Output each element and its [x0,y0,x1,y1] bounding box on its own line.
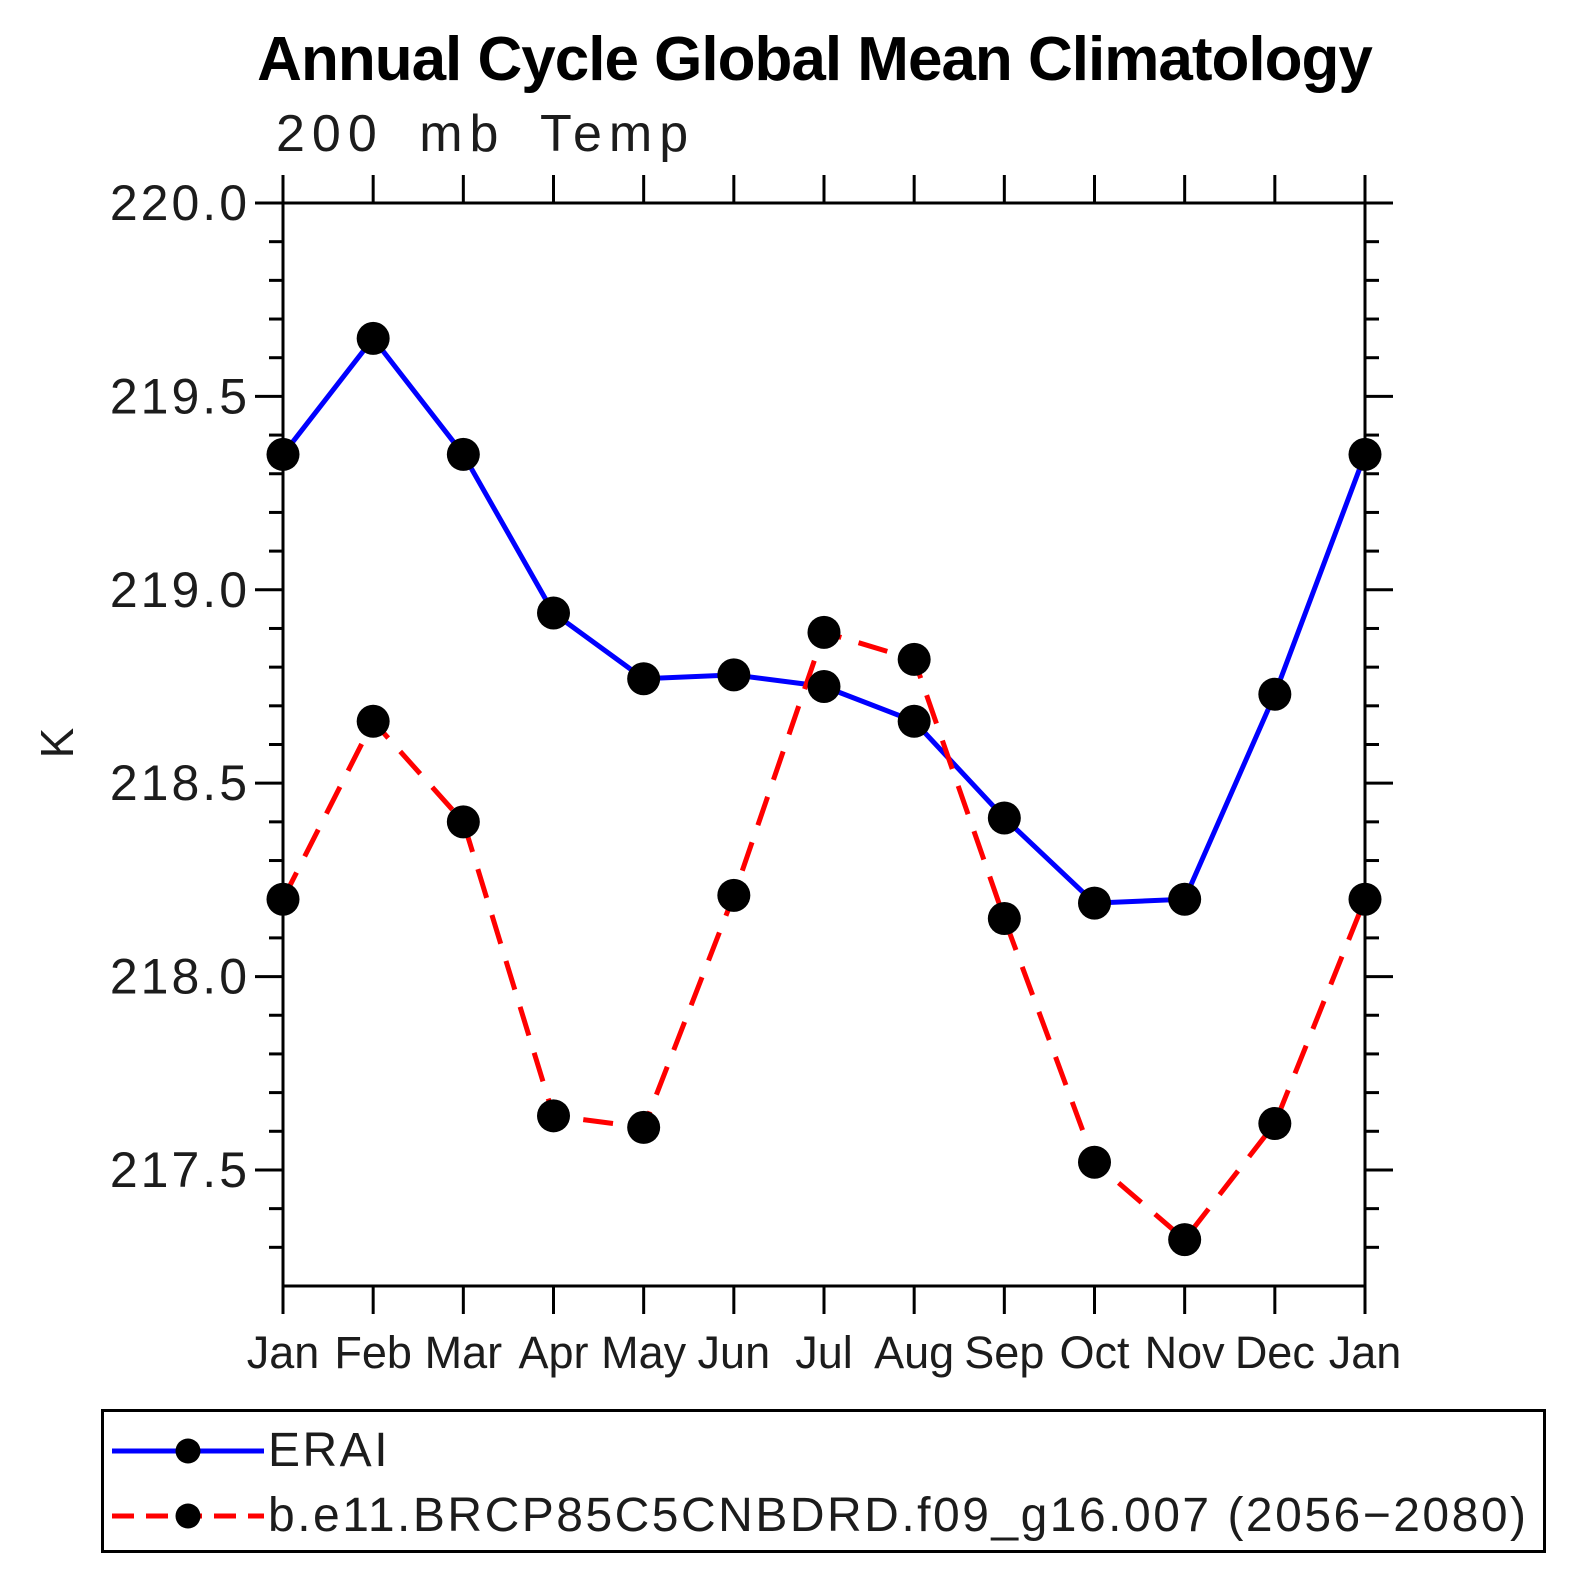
x-tick-label: Apr [518,1327,588,1378]
erai-legend-swatch [112,1438,264,1464]
model-data-point-marker [1348,882,1382,916]
erai-data-point-marker [1168,882,1202,916]
erai-data-point-marker [987,801,1021,835]
x-tick-label: Jun [698,1327,771,1378]
y-tick-label: 220.0 [110,175,250,231]
y-tick-label: 217.5 [110,1142,250,1198]
chart-subtitle: 200 mb Temp [276,105,696,163]
legend-label-erai: ERAI [268,1424,391,1477]
model-legend-marker-icon [175,1503,201,1529]
erai-data-point-marker [537,596,570,630]
model-data-point-marker [897,642,931,676]
model-data-point-marker [1168,1223,1202,1257]
x-tick-label: Nov [1145,1327,1226,1378]
erai-data-point-marker [1258,677,1292,711]
model-legend-swatch [112,1503,264,1529]
x-tick-label: Jan [247,1327,320,1378]
x-tick-label: May [601,1327,687,1378]
chart-title: Annual Cycle Global Mean Climatology [257,25,1373,94]
erai-data-point-marker [356,321,390,355]
x-tick-label: Sep [964,1327,1044,1378]
model-line [280,629,1368,1244]
model-data-point-marker [356,704,390,738]
erai-data-point-marker [1078,886,1111,920]
model-data-point-marker [1258,1107,1292,1141]
plot-frame [281,201,1367,1288]
x-tick-label: Jan [1329,1327,1402,1378]
model-data-point-marker [1078,1145,1111,1179]
model-data-point-marker [717,878,751,912]
erai-data-point-marker [266,437,300,471]
erai-data-point-marker [446,437,480,471]
y-tick-label: 218.5 [110,755,250,811]
x-tick-label: Aug [874,1327,954,1378]
x-tick-label: Feb [334,1327,412,1378]
model-data-point-marker [537,1099,570,1133]
legend-entry-model: b.e11.BRCP85C5CNBDRD.f09_g16.007 (2056−2… [108,1489,1529,1542]
erai-data-point-marker [1348,437,1382,471]
x-tick-label: Oct [1059,1327,1130,1378]
model-data-point-marker [987,902,1021,936]
legend-label-model: b.e11.BRCP85C5CNBDRD.f09_g16.007 (2056−2… [268,1489,1529,1542]
y-tick-label: 219.0 [110,562,250,618]
y-tick-label: 218.0 [110,949,250,1005]
model-data-point-marker [446,805,480,839]
erai-legend-marker-icon [175,1438,201,1464]
legend: ERAI b.e11.BRCP85C5CNBDRD.f09_g16.007 (2… [101,1409,1546,1553]
y-tick-label: 219.5 [110,368,250,424]
model-data-point-marker [627,1110,661,1144]
erai-data-point-marker [627,662,661,696]
x-tick-label: Jul [795,1327,853,1378]
x-tick-label: Mar [425,1327,503,1378]
x-tick-label: Dec [1235,1327,1315,1378]
erai-data-point-marker [717,658,751,692]
model-data-point-marker [807,615,841,649]
erai-data-point-marker [897,704,931,738]
legend-entry-erai: ERAI [108,1424,391,1477]
model-data-point-marker [266,882,300,916]
erai-data-point-marker [807,669,841,703]
